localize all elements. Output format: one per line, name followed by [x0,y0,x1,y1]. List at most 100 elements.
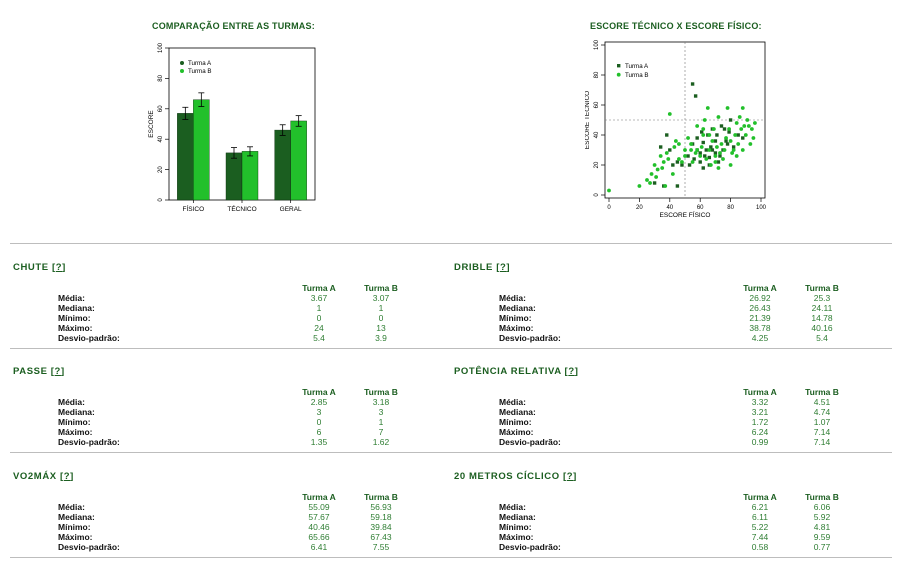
scatter-point [734,121,739,125]
scatter-point [692,157,696,161]
stat-title-text: POTÊNCIA RELATIVA [454,366,562,377]
stat-table: Turma A Turma B Média: 3.32 4.51 Mediana: 3.21… [454,386,853,448]
stat-label: Mediana: [58,512,95,522]
y-axis-label: ESCORE TÉCNICO [585,91,591,149]
stat-value: 0.58 [751,542,769,552]
stat-label: Máximo: [58,427,93,437]
scatter-point [710,139,715,143]
stat-row: Mediana: 26.43 24.11 [454,303,853,313]
scatter-point [698,154,703,158]
scatter-point [698,160,702,164]
stat-value: 4.25 [751,333,769,343]
scatter-point [708,163,713,167]
stat-row: Desvio-padrão: 6.41 7.55 [13,542,412,552]
scatter-point [716,115,721,119]
scatter-point [677,142,681,146]
scatter-point [680,163,684,167]
stat-value: 39.84 [370,522,392,532]
stat-label: Média: [58,502,85,512]
scatter-point [716,166,721,170]
scatter-point [658,145,663,149]
stat-header-row: Turma A Turma B [13,386,412,397]
stat-value: 24.11 [811,303,833,313]
scatter-point [671,163,675,167]
scatter-point [701,133,706,137]
scatter-point [645,178,649,182]
help-link[interactable]: ? [63,471,71,482]
stat-table: Turma A Turma B Média: 55.09 56.93 Mediana: 57… [13,491,412,553]
stat-label: Desvio-padrão: [499,437,561,447]
scatter-point [718,154,722,158]
stat-row: Mediana: 3.21 4.74 [454,407,853,417]
stat-label: Mediana: [499,303,536,313]
stat-header-spacer [13,491,288,502]
scatter-point [718,151,722,155]
scatter-point [728,118,733,122]
stat-label: Média: [499,293,526,303]
stat-value: 26.92 [749,293,771,303]
stat-row: Mediana: 6.11 5.92 [454,512,853,522]
stat-row: Desvio-padrão: 0.58 0.77 [454,542,853,552]
scatter-point [668,148,672,152]
scatter-point [748,142,753,146]
scatter-point [724,136,728,140]
scatter-point [683,148,687,152]
scatter-point [711,127,716,131]
scatter-point [667,112,672,116]
y-tick-label: 60 [158,105,164,112]
y-tick-label: 80 [158,74,164,81]
scatter-point [652,181,657,185]
stat-value: 1 [378,303,384,313]
stat-row: Mínimo: 0 1 [13,417,412,427]
scatter-point [670,172,675,176]
stat-label: Mínimo: [499,313,532,323]
scatter-point [745,118,750,122]
stat-value: 13 [376,323,386,333]
scatter-point [707,148,712,152]
stat-value: 1.72 [751,417,769,427]
stat-block: CHUTE [?] Turma A Turma B Média: 3.67 3.07 Med… [13,262,433,347]
help-link[interactable]: ? [55,262,63,273]
stat-value: 3.07 [372,293,390,303]
help-link[interactable]: ? [568,366,575,377]
scatter-point [721,157,725,161]
help-link[interactable]: ? [499,262,507,273]
scatter-point [654,175,659,179]
stat-label: Mediana: [58,303,95,313]
stat-title: CHUTE [?] [13,262,66,273]
scatter-point [661,160,666,164]
stat-row: Máximo: 38.78 40.16 [454,323,853,333]
stat-label: Desvio-padrão: [499,333,561,343]
help-link[interactable]: ? [54,366,61,377]
scatter-point [734,154,739,158]
stat-value: 40.16 [811,323,833,333]
stat-value: 5.22 [751,522,769,532]
stat-value: 6.11 [752,512,768,522]
scatter-point [736,133,740,137]
scatter-point [649,172,654,176]
stat-value: 1.62 [372,437,390,447]
scatter-point [689,142,693,146]
scatter-point [663,184,668,188]
scatter-point [736,142,741,146]
bar [290,120,307,201]
stat-row: Média: 26.92 25.3 [454,293,853,303]
scatter-point [675,160,680,164]
stat-row: Média: 3.32 4.51 [454,397,853,407]
scatter-point [664,151,669,155]
legend-label: Turma B [625,72,649,79]
x-tick-label: 60 [697,205,704,211]
help-link[interactable]: ? [566,471,574,482]
stat-row: Máximo: 6 7 [13,427,412,437]
stat-header-row: Turma A Turma B [454,386,853,397]
scatter-point [695,124,700,128]
divider [10,348,892,349]
stat-label: Média: [58,293,85,303]
stat-value: 5.4 [313,333,325,343]
stat-value: 1 [378,417,384,427]
stat-value: 3.9 [375,333,387,343]
stat-title-text: DRIBLE [454,262,493,273]
column-header: Turma B [364,386,398,397]
stat-row: Máximo: 6.24 7.14 [454,427,853,437]
stat-value: 7.44 [751,532,769,542]
